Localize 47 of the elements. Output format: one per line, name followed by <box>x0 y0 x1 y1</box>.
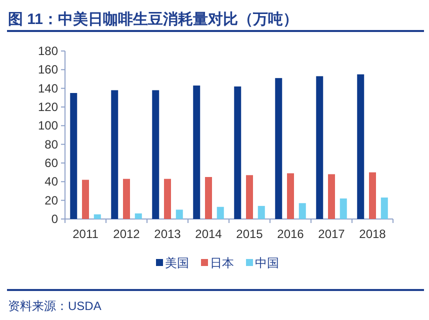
y-tick-label: 20 <box>44 193 58 208</box>
bar <box>205 177 212 219</box>
legend-label: 中国 <box>255 256 279 270</box>
y-tick-label: 120 <box>38 100 58 114</box>
bar <box>193 86 200 219</box>
bar <box>152 90 160 219</box>
bar <box>369 172 376 219</box>
bar <box>82 180 89 219</box>
y-tick-label: 0 <box>51 212 58 226</box>
bar <box>111 90 118 219</box>
y-tick-label: 160 <box>38 62 58 77</box>
bar <box>164 178 171 219</box>
bar <box>316 76 324 219</box>
bar <box>176 210 183 219</box>
bar <box>340 198 347 219</box>
x-tick-label: 2017 <box>318 227 346 241</box>
bar <box>258 206 265 219</box>
bar <box>94 214 101 219</box>
x-tick-label: 2016 <box>277 227 304 241</box>
bar <box>328 174 335 219</box>
x-tick-label: 2011 <box>72 227 99 241</box>
y-tick-label: 40 <box>44 174 58 189</box>
x-tick-label: 2013 <box>154 227 182 241</box>
text: 资料来源：USDA <box>8 299 102 313</box>
bar <box>380 198 388 219</box>
legend-label: 日本 <box>210 256 234 270</box>
y-tick-label: 60 <box>44 156 58 170</box>
y-tick-label: 180 <box>38 44 58 58</box>
bar <box>357 74 364 219</box>
x-tick-label: 2018 <box>359 227 386 241</box>
bar <box>70 93 78 219</box>
bar <box>216 206 224 219</box>
chart-title: 图 11：中美日咖啡生豆消耗量对比（万吨） <box>8 10 298 28</box>
bar <box>123 178 130 219</box>
bar <box>275 78 282 219</box>
bar <box>287 173 294 219</box>
bar <box>246 175 253 219</box>
bar <box>234 86 242 219</box>
x-tick-label: 2012 <box>113 227 140 241</box>
x-tick-label: 2014 <box>195 227 222 241</box>
y-tick-label: 80 <box>44 137 58 152</box>
bar <box>134 213 142 219</box>
legend-label: 美国 <box>165 256 189 270</box>
x-tick-label: 2015 <box>236 227 264 241</box>
y-tick-label: 100 <box>38 118 58 133</box>
y-tick-label: 140 <box>38 81 58 96</box>
bar <box>298 203 306 219</box>
